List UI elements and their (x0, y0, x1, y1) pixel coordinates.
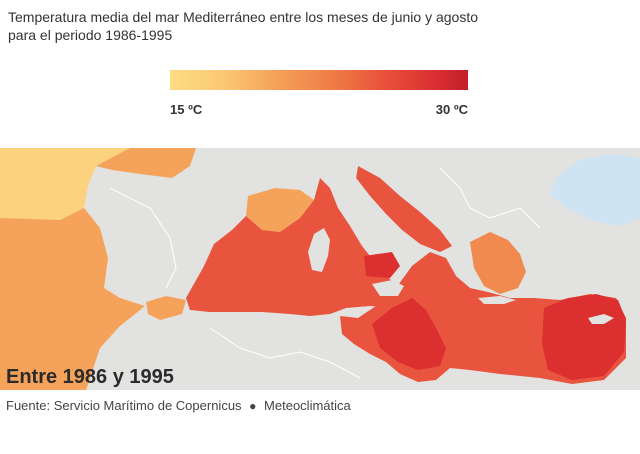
separator-dot-icon: ● (249, 399, 257, 413)
bay-of-biscay (96, 148, 196, 178)
gulf-of-lion (246, 188, 314, 232)
temperature-legend: 15 ºC 30 ºC (170, 70, 468, 117)
cyprus (588, 314, 614, 324)
map-svg (0, 148, 640, 390)
aegean-sea (470, 232, 526, 294)
sicily (372, 280, 404, 296)
italy-peninsula (330, 166, 420, 258)
source-text: Fuente: Servicio Marítimo de Copernicus (6, 398, 242, 413)
atlantic-north-cool (0, 148, 130, 220)
source-footer: Fuente: Servicio Marítimo de Copernicus … (6, 398, 351, 413)
source-brand: Meteoclimática (264, 398, 351, 413)
country-borders-north-africa (209, 327, 361, 379)
period-label: Entre 1986 y 1995 (6, 366, 174, 388)
corsica-sardinia (308, 228, 330, 272)
black-sea (550, 154, 640, 226)
title-line-2: para el periodo 1986-1995 (8, 27, 173, 43)
western-mediterranean (186, 178, 410, 316)
country-borders (109, 187, 177, 289)
chart-title: Temperatura media del mar Mediterráneo e… (8, 8, 568, 44)
adriatic-sea (356, 166, 452, 252)
libyan-sea-hot-region (372, 298, 446, 370)
tyrrhenian-hot-spot (364, 252, 400, 278)
title-line-1: Temperatura media del mar Mediterráneo e… (8, 9, 479, 25)
crete (478, 296, 516, 304)
legend-max-label: 30 ºC (435, 102, 468, 117)
legend-color-scale (170, 70, 468, 90)
country-borders-balkans (439, 167, 541, 229)
mediterranean-temperature-map: Entre 1986 y 1995 (0, 148, 640, 390)
legend-min-label: 15 ºC (170, 102, 203, 117)
alboran-sea (146, 296, 186, 320)
atlantic-mild (0, 208, 145, 390)
